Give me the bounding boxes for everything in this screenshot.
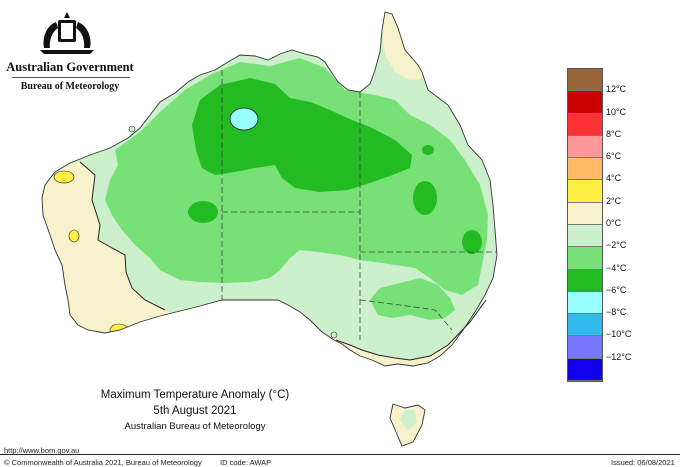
footer-id-code: ID code: AWAP	[220, 458, 272, 467]
band-0-to-2-cape-york	[380, 12, 425, 80]
legend-label: 6°C	[606, 151, 622, 162]
legend-swatch	[568, 269, 602, 292]
legend-label: −2°C	[606, 240, 627, 251]
band-minus4-to-minus6-north	[192, 78, 412, 192]
band-minus4-to-minus6-patch	[413, 181, 437, 215]
legend-swatch	[568, 158, 602, 181]
legend-label: 0°C	[606, 218, 622, 228]
government-name: Australian Government	[6, 60, 134, 74]
legend-swatch	[568, 336, 602, 359]
legend-label: 12°C	[606, 84, 627, 95]
chart-source: Australian Bureau of Meteorology	[124, 421, 266, 432]
legend-label: 2°C	[606, 195, 622, 206]
legend-swatch	[568, 135, 602, 159]
header-divider	[12, 77, 130, 78]
legend-label: −10°C	[606, 329, 632, 340]
contour-line	[79, 161, 166, 311]
legend-swatch	[568, 113, 602, 136]
footer-divider	[0, 454, 680, 455]
legend-colorbar	[567, 68, 603, 382]
legend-swatch	[568, 91, 602, 114]
legend-swatch	[568, 358, 602, 381]
coat-of-arms-icon	[40, 12, 94, 54]
band-minus4-to-minus6-patch	[462, 230, 482, 254]
band-2-to-4-patch	[68, 229, 80, 243]
legend-swatch	[568, 247, 602, 270]
legend-label: 4°C	[606, 173, 622, 184]
tasmania-inner	[400, 410, 417, 430]
chart-title: Maximum Temperature Anomaly (°C)	[100, 389, 290, 401]
band-minus6-to-minus8-core	[229, 107, 259, 131]
footer-issued: Issued: 06/08/2021	[611, 458, 675, 467]
legend-label: −4°C	[606, 262, 627, 273]
band-minus4-to-minus6-patch	[188, 201, 218, 223]
legend-swatch	[568, 291, 602, 315]
legend-swatch	[568, 314, 602, 337]
legend-label: −12°C	[606, 351, 632, 362]
legend-swatch	[568, 225, 602, 248]
band-0-to-2-west	[42, 162, 200, 350]
legend-label: −6°C	[606, 284, 627, 295]
legend-swatch	[568, 180, 602, 203]
legend-label: −8°C	[606, 307, 627, 318]
footer-url[interactable]: http://www.bom.gov.au	[4, 446, 80, 455]
bureau-name: Bureau of Meteorology	[20, 81, 120, 92]
band-2-to-4-patch	[53, 170, 75, 184]
legend-label: 10°C	[606, 106, 627, 117]
band-minus4-to-minus6-patch	[422, 145, 434, 155]
footer-copyright: © Commonwealth of Australia 2021, Bureau…	[4, 458, 202, 467]
chart-date: 5th August 2021	[153, 405, 237, 417]
state-borders	[221, 70, 497, 340]
island	[330, 331, 338, 339]
contour-line	[335, 299, 487, 361]
legend-label: 8°C	[606, 128, 622, 139]
legend-swatch	[568, 69, 602, 92]
island	[128, 125, 136, 133]
legend-swatch	[568, 202, 602, 225]
